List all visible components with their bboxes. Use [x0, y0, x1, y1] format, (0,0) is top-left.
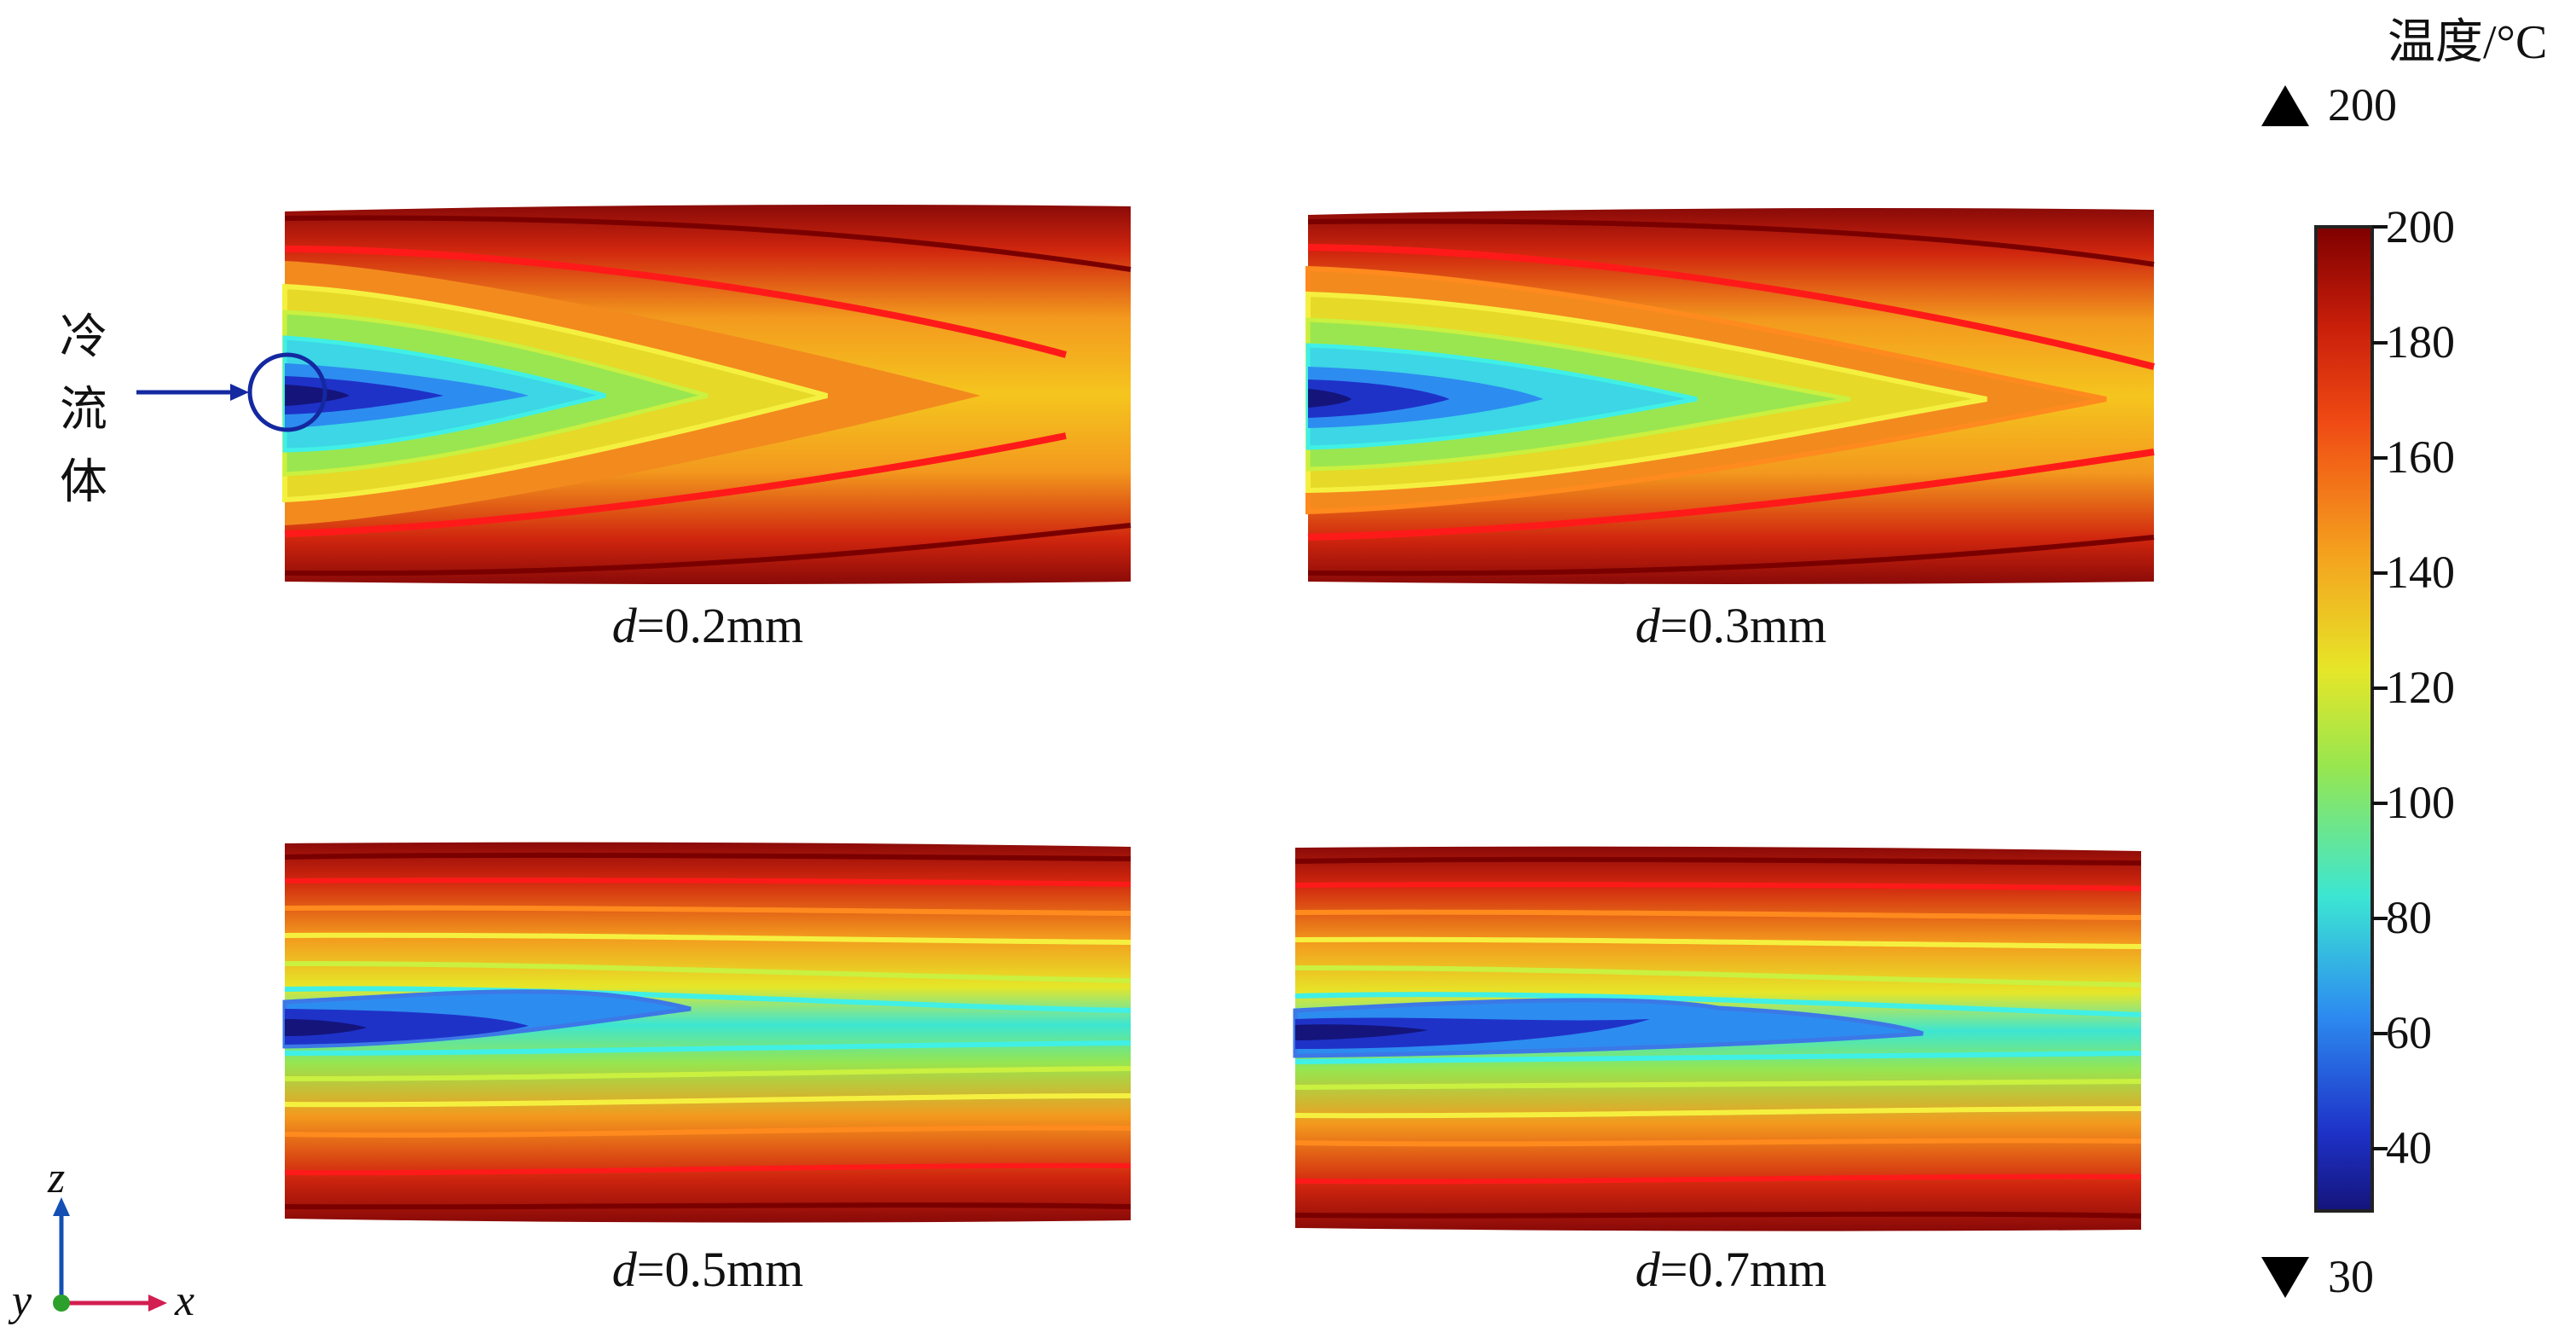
- colorbar-tick-160: 160: [2386, 432, 2455, 483]
- caption-d-0.5mm: d=0.5mm: [281, 1241, 1134, 1298]
- caption-value: =0.5mm: [636, 1242, 804, 1297]
- temperature-field-0.5: [282, 842, 1132, 1223]
- caption-var: d: [1635, 598, 1660, 653]
- colorbar-tick-120: 120: [2386, 662, 2455, 713]
- min-triangle-icon: [2261, 1257, 2309, 1298]
- caption-d-0.7mm: d=0.7mm: [1305, 1241, 2157, 1298]
- colorbar-tick-40: 40: [2386, 1122, 2432, 1173]
- caption-var: d: [611, 598, 637, 653]
- colorbar-tick-180: 180: [2386, 316, 2455, 368]
- caption-var: d: [611, 1242, 637, 1297]
- axis-x-label: x: [175, 1277, 195, 1325]
- cold-fluid-arrow: [136, 352, 327, 432]
- panel-d-0.2mm: [281, 201, 1134, 587]
- caption-value: =0.3mm: [1659, 598, 1827, 653]
- caption-d-0.2mm: d=0.2mm: [281, 597, 1134, 654]
- colorbar-tick-200: 200: [2386, 201, 2455, 252]
- colorbar-tick-100: 100: [2386, 777, 2455, 828]
- max-triangle-icon: [2261, 85, 2309, 126]
- cold-fluid-char-1: 冷: [60, 310, 107, 365]
- temperature-field-0.7: [1293, 846, 2142, 1231]
- panel-d-0.5mm: [281, 840, 1134, 1224]
- colorbar: [2314, 225, 2388, 1213]
- inlet-circle-marker: [247, 352, 327, 432]
- temperature-field-0.3: [1305, 208, 2155, 584]
- caption-value: =0.2mm: [636, 598, 804, 653]
- colorbar-tick-60: 60: [2386, 1007, 2432, 1058]
- panel-d-0.3mm: [1305, 205, 2157, 587]
- axis-z-label: z: [48, 1154, 66, 1202]
- caption-d-0.3mm: d=0.3mm: [1305, 597, 2157, 654]
- colorbar-title: 温度/°C: [2388, 16, 2548, 69]
- axes-triad-icon: [53, 1197, 167, 1312]
- cold-fluid-char-2: 流: [60, 382, 107, 437]
- caption-var: d: [1635, 1242, 1660, 1297]
- colorbar-tick-140: 140: [2386, 547, 2455, 598]
- axis-y-label: y: [12, 1277, 32, 1325]
- temperature-field-0.2: [282, 205, 1132, 584]
- colorbar-tick-80: 80: [2386, 892, 2432, 943]
- max-indicator-value: 200: [2328, 79, 2397, 130]
- panel-d-0.7mm: [1292, 844, 2145, 1233]
- cold-fluid-char-3: 体: [60, 455, 107, 510]
- caption-value: =0.7mm: [1659, 1242, 1827, 1297]
- min-indicator-value: 30: [2328, 1251, 2374, 1302]
